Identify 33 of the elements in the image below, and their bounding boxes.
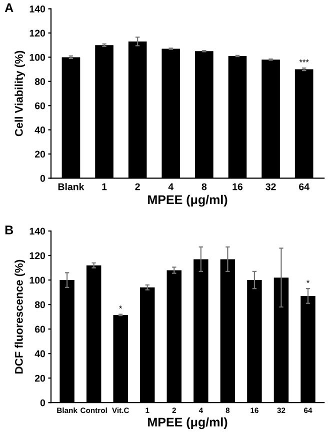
y-tick-label: 20 — [34, 150, 46, 158]
annotation: * — [306, 280, 310, 283]
y-axis-title: DCF fluorescence (%) — [14, 260, 26, 374]
x-tick-label: 1 — [102, 183, 107, 190]
y-tick-label: 100 — [30, 276, 46, 284]
annotation: * — [119, 306, 122, 309]
x-tick-label: 64 — [299, 183, 310, 190]
y-tick-label: 140 — [30, 228, 46, 235]
y-axis-title: Cell Viability (%) — [14, 50, 26, 136]
y-tick-label: 60 — [34, 102, 46, 110]
x-tick-label: 8 — [202, 183, 207, 190]
y-tick-label: 0 — [40, 399, 46, 406]
y-tick-label: 20 — [34, 374, 46, 382]
x-tick-label: 16 — [232, 183, 243, 190]
y-tick-label: 100 — [30, 54, 46, 61]
y-tick-label: 80 — [34, 301, 46, 308]
annotation: *** — [299, 59, 309, 62]
x-axis-title: MPEE (μg/ml) — [148, 194, 228, 207]
y-tick-label: 40 — [34, 350, 46, 358]
chart-title: B — [5, 226, 14, 234]
y-tick-label: 60 — [34, 326, 46, 333]
x-tick-label: 4 — [168, 183, 174, 190]
y-tick-label: 0 — [40, 174, 46, 182]
x-tick-label: 2 — [135, 183, 140, 190]
y-tick-label: 120 — [30, 252, 46, 260]
y-tick-label: 80 — [34, 78, 46, 86]
x-tick-label: Blank — [58, 183, 84, 190]
x-axis-title: MPEE (μg/ml) — [148, 417, 228, 430]
x-tick-label: 32 — [266, 183, 276, 190]
y-tick-label: 140 — [30, 6, 46, 12]
y-tick-label: 40 — [34, 126, 46, 134]
chart-title: A — [4, 3, 14, 12]
y-tick-label: 120 — [30, 30, 46, 37]
